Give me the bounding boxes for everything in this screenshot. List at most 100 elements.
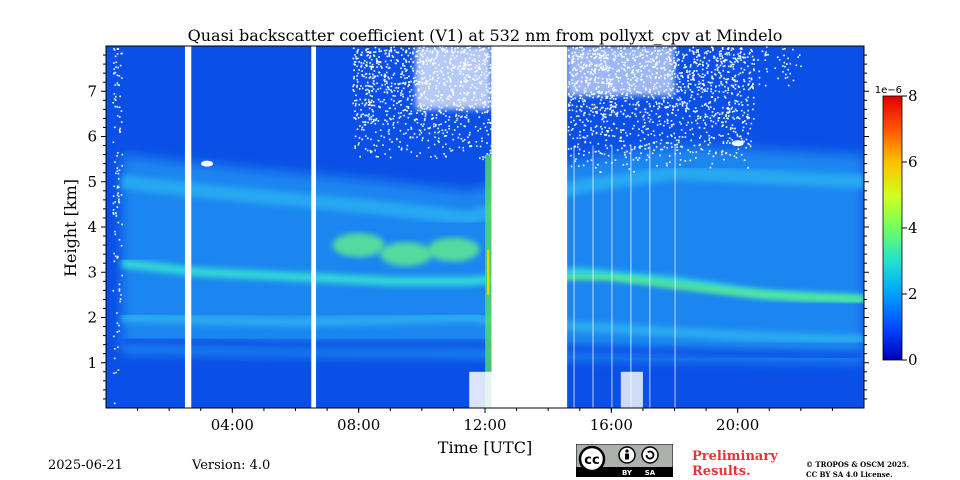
preliminary-line-2: Results. (692, 464, 751, 479)
noise-speckle (657, 116, 660, 118)
noise-speckle (664, 120, 666, 123)
noise-speckle (385, 66, 388, 68)
noise-speckle (604, 109, 606, 112)
noise-speckle (710, 84, 712, 87)
noise-speckle (464, 116, 466, 118)
noise-speckle (591, 103, 593, 106)
noise-speckle (383, 75, 386, 77)
noise-speckle (692, 151, 694, 154)
noise-speckle (732, 86, 735, 88)
noise-speckle (486, 129, 488, 132)
noise-speckle (698, 144, 701, 147)
noise-speckle (475, 141, 478, 143)
noise-speckle (402, 95, 404, 98)
noise-speckle (748, 53, 751, 55)
noise-speckle (678, 96, 681, 99)
noise-speckle (747, 167, 749, 169)
noise-speckle (745, 146, 747, 149)
date-label: 2025-06-21 (48, 458, 123, 473)
noise-speckle (700, 96, 703, 98)
noise-speckle (690, 64, 692, 66)
noise-speckle (678, 136, 681, 138)
noise-speckle (386, 114, 388, 116)
noise-speckle (580, 110, 583, 113)
noise-speckle (361, 74, 364, 76)
noise-speckle (366, 149, 369, 152)
noise-speckle (701, 148, 704, 151)
noise-speckle (371, 63, 374, 66)
noise-speckle (416, 112, 418, 114)
noise-speckle (588, 95, 591, 98)
noise-speckle (384, 153, 386, 155)
noise-speckle (684, 89, 687, 92)
noise-speckle (604, 144, 607, 147)
noise-speckle (777, 77, 779, 80)
noise-speckle (706, 72, 709, 75)
noise-speckle (606, 120, 609, 123)
noise-speckle (717, 60, 719, 62)
noise-speckle (732, 79, 735, 81)
noise-speckle (604, 107, 607, 110)
noise-speckle (579, 119, 581, 121)
noise-speckle (746, 100, 748, 102)
noise-speckle (368, 90, 370, 92)
noise-speckle (112, 141, 115, 144)
noise-speckle (117, 192, 119, 194)
noise-speckle (709, 141, 711, 144)
noise-speckle (688, 49, 691, 51)
noise-speckle (658, 102, 661, 105)
noise-speckle (697, 49, 699, 51)
noise-speckle (746, 113, 749, 116)
noise-speckle (416, 155, 418, 157)
noise-speckle (695, 51, 698, 54)
noise-speckle (713, 55, 715, 58)
noise-speckle (689, 129, 692, 131)
noise-speckle (720, 81, 722, 83)
noise-speckle (394, 62, 397, 65)
noise-speckle (726, 52, 728, 54)
noise-speckle (718, 51, 721, 53)
noise-speckle (613, 95, 615, 97)
noise-speckle (693, 98, 696, 100)
noise-speckle (717, 117, 720, 120)
noise-speckle (697, 54, 700, 57)
noise-speckle (715, 64, 718, 67)
noise-speckle (375, 119, 377, 121)
noise-speckle (451, 149, 454, 152)
noise-speckle (693, 70, 695, 72)
noise-speckle (661, 97, 664, 99)
noise-speckle (360, 64, 363, 67)
cc-sa-label: SA (645, 469, 656, 477)
noise-speckle (719, 58, 722, 60)
cc-by-sa-license-badge: cc BY SA (576, 444, 673, 477)
noise-speckle (643, 138, 646, 140)
noise-speckle (745, 98, 747, 101)
noise-speckle (749, 145, 752, 148)
noise-speckle (570, 154, 572, 157)
noise-speckle (373, 54, 375, 57)
noise-speckle (707, 144, 710, 146)
noise-speckle (679, 81, 681, 83)
noise-speckle (651, 96, 654, 98)
noise-speckle (698, 80, 700, 83)
noise-speckle (736, 94, 739, 97)
noise-speckle (678, 90, 680, 93)
noise-speckle (410, 103, 413, 105)
noise-speckle (379, 100, 382, 103)
noise-speckle (353, 61, 356, 63)
noise-speckle (692, 46, 695, 49)
noise-speckle (717, 119, 720, 122)
noise-speckle (630, 96, 632, 98)
noise-speckle (410, 126, 412, 129)
noise-speckle (438, 130, 441, 133)
noise-speckle (378, 106, 381, 109)
noise-speckle (398, 100, 401, 102)
noise-speckle (681, 101, 683, 103)
noise-speckle (118, 330, 121, 333)
noise-speckle (774, 67, 777, 69)
noise-speckle (610, 144, 612, 147)
noise-speckle (434, 155, 437, 157)
noise-speckle (736, 110, 738, 112)
noise-speckle (599, 133, 602, 135)
noise-speckle (728, 137, 731, 139)
